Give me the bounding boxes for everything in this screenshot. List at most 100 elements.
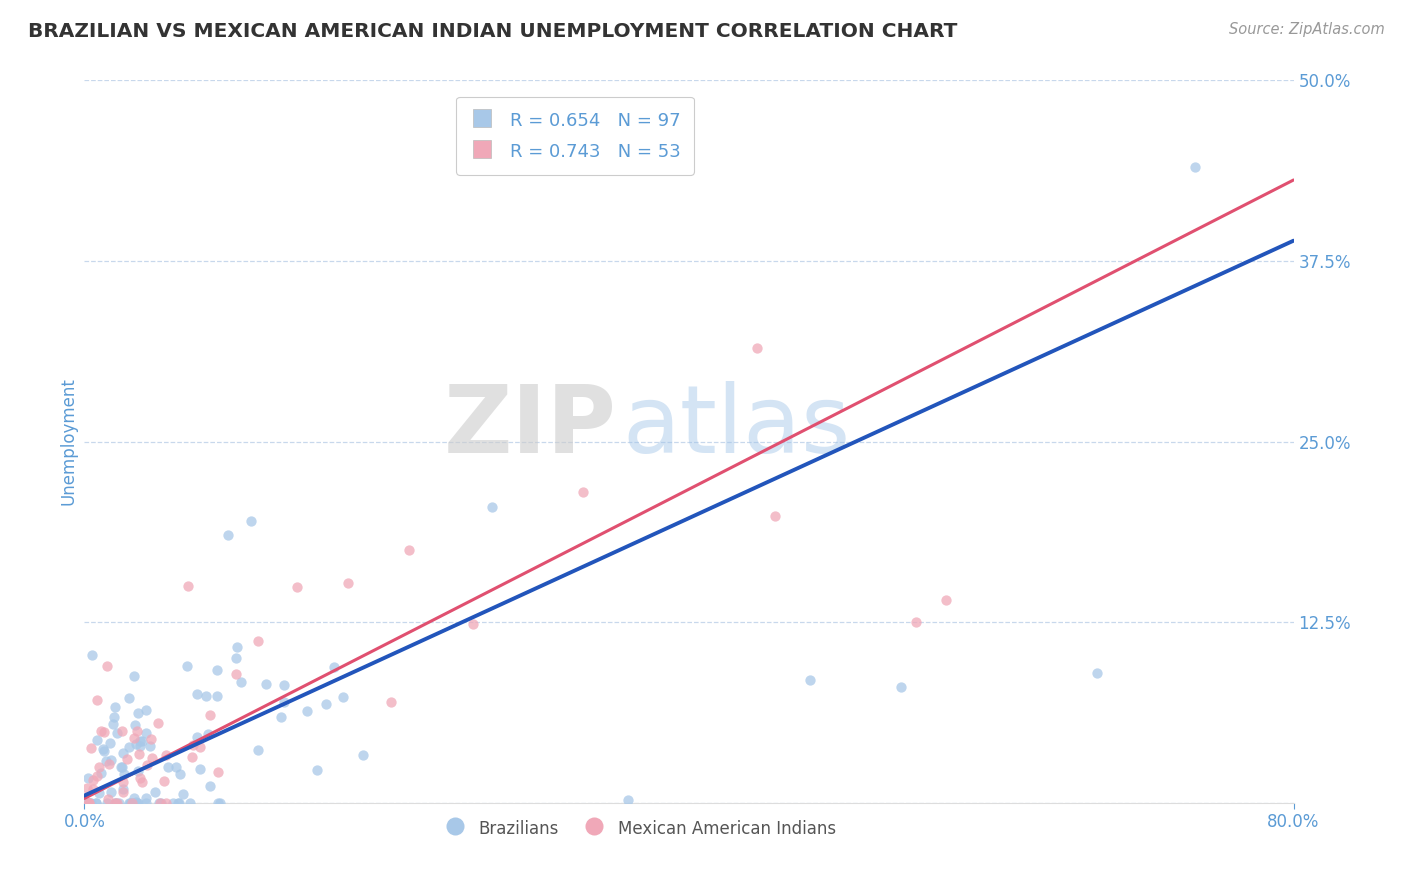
Point [98, 756, 121, 771]
Point [125, 737, 148, 751]
Point [217, 528, 239, 542]
Point [100, 785, 122, 799]
Point [179, 796, 201, 810]
Point [337, 575, 360, 590]
Point [398, 542, 420, 557]
Point [149, 796, 172, 810]
Point [162, 796, 184, 810]
Point [77, 796, 100, 810]
Point [76, 796, 98, 810]
Point [103, 710, 125, 724]
Text: atlas: atlas [623, 381, 851, 473]
Point [156, 760, 179, 774]
Point [572, 485, 595, 500]
Point [96, 659, 118, 673]
Point [273, 695, 295, 709]
Point [135, 796, 157, 810]
Point [172, 788, 194, 802]
Point [139, 731, 162, 746]
Point [117, 690, 139, 705]
Point [97, 792, 120, 806]
Point [305, 763, 328, 777]
Point [188, 739, 211, 754]
Point [115, 752, 138, 766]
Point [239, 514, 262, 528]
Point [111, 785, 134, 799]
Point [139, 739, 162, 753]
Point [122, 731, 145, 746]
Point [76, 781, 98, 796]
Point [153, 774, 176, 789]
Point [149, 796, 172, 810]
Point [84, 796, 107, 810]
Point [225, 667, 247, 681]
Point [200, 708, 222, 723]
Point [181, 738, 204, 752]
Point [165, 760, 187, 774]
Point [76, 771, 98, 785]
Point [127, 706, 149, 721]
Point [124, 796, 146, 810]
Point [295, 704, 318, 718]
Point [352, 747, 374, 762]
Point [176, 659, 198, 673]
Point [110, 760, 132, 774]
Point [135, 703, 157, 717]
Point [904, 615, 927, 630]
Point [186, 730, 208, 744]
Point [104, 796, 127, 810]
Point [332, 690, 354, 704]
Point [79, 796, 101, 810]
Point [101, 717, 124, 731]
Point [84, 796, 107, 810]
Point [167, 796, 190, 810]
Point [128, 734, 150, 748]
Point [121, 796, 143, 810]
Point [82, 782, 104, 797]
Point [166, 796, 188, 810]
Point [231, 675, 253, 690]
Point [96, 796, 118, 810]
Point [125, 723, 148, 738]
Point [135, 791, 157, 805]
Point [104, 796, 127, 810]
Point [890, 680, 912, 694]
Point [617, 793, 640, 807]
Point [82, 773, 104, 788]
Point [799, 673, 821, 687]
Point [112, 767, 135, 781]
Point [246, 743, 269, 757]
Point [181, 749, 204, 764]
Point [79, 796, 101, 810]
Point [254, 677, 277, 691]
Point [86, 693, 108, 707]
Point [148, 796, 170, 810]
Point [247, 634, 270, 648]
Point [322, 660, 344, 674]
Point [112, 746, 135, 760]
Point [1085, 665, 1108, 680]
Point [111, 724, 134, 739]
Point [104, 796, 127, 810]
Legend: Brazilians, Mexican American Indians: Brazilians, Mexican American Indians [439, 812, 842, 845]
Point [89, 724, 111, 739]
Point [765, 509, 787, 524]
Point [111, 760, 134, 774]
Point [93, 741, 115, 756]
Point [146, 716, 169, 731]
Point [77, 796, 100, 810]
Point [127, 796, 149, 810]
Point [208, 796, 231, 810]
Point [105, 796, 128, 810]
Point [94, 754, 117, 768]
Point [118, 739, 141, 754]
Point [225, 650, 247, 665]
Text: Source: ZipAtlas.com: Source: ZipAtlas.com [1229, 22, 1385, 37]
Point [104, 700, 127, 714]
Point [169, 767, 191, 781]
Point [100, 753, 122, 767]
Point [131, 733, 153, 747]
Point [118, 796, 141, 810]
Point [124, 718, 146, 732]
Point [125, 796, 148, 810]
